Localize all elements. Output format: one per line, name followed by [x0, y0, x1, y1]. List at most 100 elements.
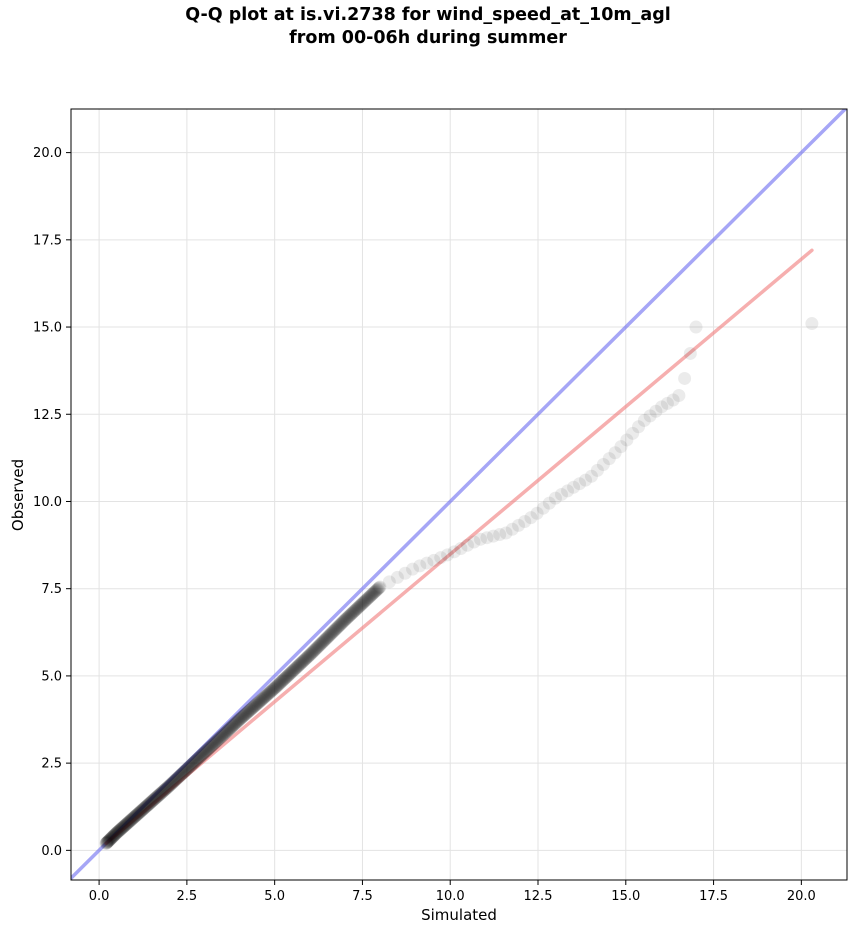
quantile-point [316, 635, 330, 649]
quantile-point [345, 606, 359, 620]
quantile-point [129, 808, 143, 822]
quantile-point [240, 706, 254, 720]
quantile-point [173, 769, 187, 783]
quantile-point [314, 637, 328, 651]
quantile-point [182, 761, 196, 775]
quantile-point [128, 809, 142, 823]
quantile-point [135, 803, 149, 817]
quantile-point [310, 641, 324, 655]
quantile-point [512, 518, 526, 532]
quantile-point [172, 770, 186, 784]
quantile-point [117, 819, 131, 833]
quantile-point [189, 753, 203, 767]
quantile-point [137, 801, 151, 815]
quantile-point [672, 389, 686, 403]
quantile-point [251, 696, 265, 710]
quantile-point [398, 566, 412, 580]
quantile-point [322, 628, 336, 642]
quantile-point [805, 317, 819, 331]
quantile-point [223, 721, 237, 735]
quantile-point [213, 731, 227, 745]
quantile-point [312, 639, 326, 653]
quantile-point [341, 610, 355, 624]
quantile-point [164, 777, 178, 791]
quantile-point [608, 446, 622, 460]
quantile-point [360, 592, 374, 606]
quantile-point [331, 620, 345, 634]
quantile-point [318, 632, 332, 646]
quantile-point [247, 700, 261, 714]
quantile-point [178, 764, 192, 778]
quantile-point [146, 794, 160, 808]
quantile-point [434, 551, 448, 565]
quantile-point [165, 776, 179, 790]
quantile-point [238, 708, 252, 722]
quantile-point [473, 532, 487, 546]
quantile-point [131, 806, 145, 820]
quantile-point [333, 618, 347, 632]
quantile-point [161, 780, 175, 794]
quantile-point [332, 619, 346, 633]
quantile-point [197, 746, 211, 760]
quantile-point [229, 716, 243, 730]
quantile-point [303, 647, 317, 661]
quantile-point [116, 820, 130, 834]
quantile-point [147, 793, 161, 807]
quantile-point [354, 598, 368, 612]
quantile-point [132, 805, 146, 819]
quantile-point [108, 828, 122, 842]
quantile-point [353, 598, 367, 612]
quantile-point [369, 583, 383, 597]
quantile-point [191, 752, 205, 766]
quantile-point [314, 637, 328, 651]
quantile-point [208, 735, 222, 749]
quantile-point [177, 765, 191, 779]
quantile-point [293, 658, 307, 672]
quantile-point [145, 794, 159, 808]
quantile-point [188, 754, 202, 768]
quantile-point [144, 795, 158, 809]
quantile-point [196, 747, 210, 761]
quantile-point [326, 625, 340, 639]
quantile-point [270, 679, 284, 693]
quantile-point [561, 484, 575, 498]
quantile-point [102, 833, 116, 847]
quantile-point [192, 750, 206, 764]
quantile-point [254, 693, 268, 707]
quantile-point [336, 615, 350, 629]
quantile-point [306, 645, 320, 659]
quantile-point [238, 708, 252, 722]
quantile-point [649, 404, 663, 418]
quantile-point [300, 651, 314, 665]
y-axis-label: Observed [9, 459, 27, 531]
quantile-point [340, 611, 354, 625]
quantile-point [103, 832, 117, 846]
quantile-point [212, 732, 226, 746]
quantile-point [131, 807, 145, 821]
quantile-point [109, 827, 123, 841]
quantile-point [356, 596, 370, 610]
quantile-point [260, 688, 274, 702]
quantile-point [120, 817, 134, 831]
quantile-point [626, 426, 640, 440]
quantile-point [125, 812, 139, 826]
quantile-point [316, 635, 330, 649]
quantile-point [447, 545, 461, 559]
quantile-point [413, 559, 427, 573]
quantile-point [112, 824, 126, 838]
quantile-point [258, 690, 272, 704]
quantile-point [106, 829, 120, 843]
quantile-point [244, 702, 258, 716]
quantile-point [390, 570, 404, 584]
quantile-point [151, 789, 165, 803]
quantile-point [355, 597, 369, 611]
quantile-point [198, 745, 212, 759]
quantile-point [493, 528, 507, 542]
quantile-point [160, 781, 174, 795]
quantile-point [148, 792, 162, 806]
quantile-point [203, 740, 217, 754]
quantile-point [163, 778, 177, 792]
quantile-point [371, 582, 385, 596]
x-tick-label: 7.5 [352, 889, 373, 904]
quantile-point [499, 526, 513, 540]
